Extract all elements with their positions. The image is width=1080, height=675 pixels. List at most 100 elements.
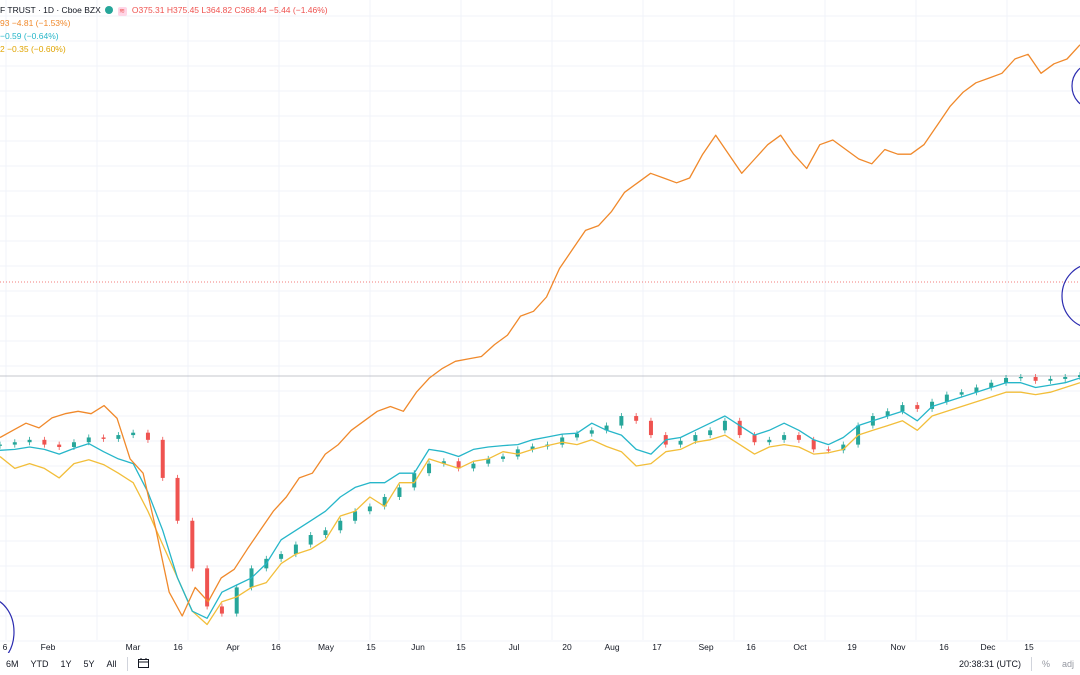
candle — [42, 439, 47, 445]
candle — [57, 444, 62, 447]
annotations — [0, 67, 1080, 653]
candle — [234, 587, 239, 614]
range-1y[interactable]: 1Y — [60, 659, 72, 669]
legend-settings-icon[interactable]: ≋ — [117, 7, 127, 16]
annotation-circle-middle — [1061, 266, 1080, 326]
candle — [530, 446, 535, 450]
legend-title: F TRUST · 1D · Cboe BZX — [0, 5, 101, 15]
candle — [1004, 377, 1009, 383]
candle — [826, 449, 831, 451]
annotation-circle-top — [1071, 67, 1080, 105]
candle — [486, 458, 491, 464]
candle — [989, 382, 994, 388]
percent-toggle[interactable]: % — [1041, 659, 1050, 669]
x-tick-label: 16 — [939, 642, 949, 652]
candle — [382, 496, 387, 507]
range-ytd[interactable]: YTD — [30, 659, 49, 669]
candle — [101, 437, 106, 439]
candle — [634, 416, 639, 421]
candle — [427, 463, 432, 474]
x-tick-label: 15 — [366, 642, 376, 652]
candle — [604, 425, 609, 431]
candle — [885, 411, 890, 417]
x-tick-label: 16 — [173, 642, 183, 652]
candle — [1078, 375, 1080, 378]
candlestick-series — [0, 372, 1080, 617]
series-line-1 — [0, 377, 1080, 619]
toolbar-divider — [126, 657, 128, 671]
legend-series-yellow: 2 −0.35 (−0.60%) — [0, 43, 328, 56]
candle — [930, 401, 935, 409]
candle — [722, 420, 727, 431]
candle — [293, 544, 298, 555]
range-all[interactable]: All — [106, 659, 117, 669]
x-tick-label: Aug — [604, 642, 619, 652]
legend-eye-icon[interactable] — [105, 6, 114, 14]
x-axis: 6 Feb Mar 16 Apr 16 May 15 Jun 15 Jul 20 Aug 17 Sep 16 O… — [3, 642, 1034, 652]
legend-series-value: 93 −4.81 (−1.53%) — [0, 18, 71, 28]
x-tick-label: Jun — [411, 642, 425, 652]
x-tick-label: Jul — [509, 642, 520, 652]
candle — [1063, 377, 1068, 379]
legend: F TRUST · 1D · Cboe BZX ≋ O375.31 H375.4… — [0, 4, 328, 56]
candle — [71, 442, 76, 447]
candle — [752, 435, 757, 443]
candle — [841, 444, 846, 451]
x-tick-label: 15 — [1024, 642, 1034, 652]
candle — [0, 444, 2, 446]
candle — [693, 435, 698, 441]
x-tick-label: 16 — [746, 642, 756, 652]
candle — [441, 461, 446, 464]
legend-series-value: 2 −0.35 (−0.60%) — [0, 44, 66, 54]
candle — [944, 394, 949, 402]
legend-close: C368.44 — [234, 5, 267, 15]
candle — [12, 442, 17, 445]
bottom-toolbar: 6M YTD 1Y 5Y All 20:38:31 (UTC) % adj — [0, 653, 1080, 675]
candle — [367, 506, 372, 512]
x-tick-label: Dec — [980, 642, 996, 652]
range-5y[interactable]: 5Y — [83, 659, 95, 669]
x-tick-label: Oct — [793, 642, 807, 652]
candle — [560, 437, 565, 445]
annotation-circle-bottom-left — [0, 601, 15, 653]
x-tick-label: 6 — [3, 642, 8, 652]
x-tick-label: Mar — [126, 642, 141, 652]
calendar-icon[interactable] — [132, 658, 155, 670]
candle — [471, 463, 476, 469]
legend-series-teal: −0.59 (−0.64%) — [0, 30, 328, 43]
x-tick-label: 16 — [271, 642, 281, 652]
candle — [1033, 377, 1038, 381]
x-tick-label: Nov — [890, 642, 906, 652]
x-tick-label: May — [318, 642, 335, 652]
candle — [796, 435, 801, 440]
candle — [708, 430, 713, 436]
range-6m[interactable]: 6M — [6, 659, 19, 669]
adj-toggle[interactable]: adj — [1061, 659, 1074, 669]
x-tick-label: Apr — [226, 642, 239, 652]
candle — [811, 439, 816, 450]
candle — [501, 456, 506, 459]
candle — [338, 520, 343, 531]
candle — [589, 430, 594, 434]
candle — [219, 606, 224, 614]
legend-low: L364.82 — [201, 5, 233, 15]
candle — [160, 439, 165, 478]
candle — [456, 461, 461, 469]
candle — [412, 473, 417, 488]
series-line-0 — [0, 44, 1080, 617]
x-tick-label: 19 — [847, 642, 857, 652]
candle — [574, 433, 579, 438]
candle — [397, 487, 402, 497]
candle — [175, 477, 180, 521]
legend-main: F TRUST · 1D · Cboe BZX ≋ O375.31 H375.4… — [0, 4, 328, 17]
calendar-icon-glyph — [137, 658, 149, 668]
candle — [1018, 377, 1023, 379]
candle — [915, 405, 920, 409]
grid — [0, 0, 1080, 642]
toolbar-right: 20:38:31 (UTC) % adj — [953, 657, 1080, 671]
chart-canvas[interactable]: 6 Feb Mar 16 Apr 16 May 15 Jun 15 Jul 20 Aug 17 Sep 16 O… — [0, 0, 1080, 653]
candle — [353, 511, 358, 521]
legend-open: O375.31 — [131, 5, 165, 15]
candle — [900, 405, 905, 412]
candle — [515, 449, 520, 457]
